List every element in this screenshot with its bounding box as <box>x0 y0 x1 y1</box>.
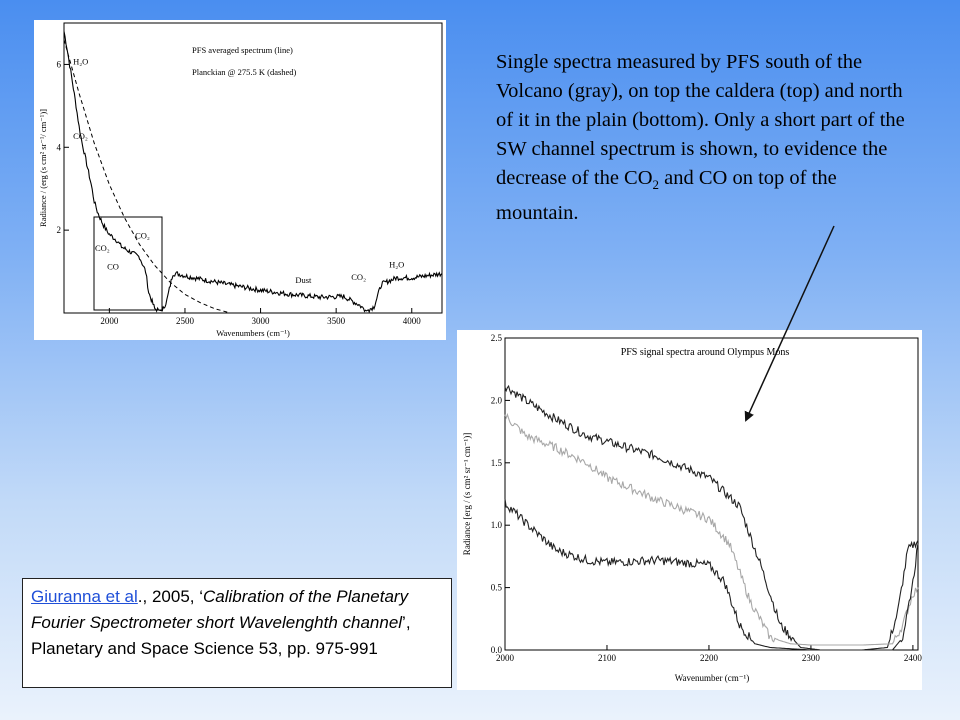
arrow-line <box>744 225 835 422</box>
x-tick-label: 2000 <box>100 316 119 326</box>
x-tick-label: 4000 <box>403 316 422 326</box>
y-tick-label: 4 <box>57 142 62 152</box>
y-tick-label: 0.5 <box>491 583 503 593</box>
chart-full-spectrum: 2000 2500 3000 3500 4000 2 4 6 H₂O CO₂ CO₂ CO₂ CO Du… <box>34 20 446 340</box>
x-tick-label: 2400 <box>904 653 922 663</box>
y-tick-label: 1.5 <box>491 458 503 468</box>
citation-title: Calibration of the Planetary Fourier Spe… <box>31 587 409 632</box>
chart-title: PFS signal spectra around Olympus Mons <box>621 347 790 358</box>
description-part2: and CO on top of the mountain. <box>496 167 837 225</box>
x-axis-label: Wavenumbers (cm⁻¹) <box>216 328 290 338</box>
chart-olympus-mons: 2000 2100 2200 2300 2400 0.0 0.5 1.0 1.5 2.0 2.5 P… <box>457 330 922 690</box>
x-tick-label: 3000 <box>252 316 271 326</box>
x-tick-label: 2100 <box>598 653 617 663</box>
y-tick-label: 1.0 <box>491 520 503 530</box>
description-subscript: 2 <box>652 177 660 193</box>
citation-year: ., 2005, ‘ <box>137 587 204 606</box>
description-text: Single spectra measured by PFS south of … <box>496 48 916 228</box>
band-annotation: Dust <box>295 275 312 285</box>
description-part1: Single spectra measured by PFS south of … <box>496 51 905 189</box>
band-annotation: CO₂ <box>95 243 110 253</box>
x-tick-label: 2500 <box>176 316 195 326</box>
legend-line: PFS averaged spectrum (line) <box>192 45 293 55</box>
band-annotation: CO <box>107 262 119 272</box>
citation-box: Giuranna et al., 2005, ‘Calibration of t… <box>22 578 452 688</box>
x-tick-label: 2000 <box>496 653 515 663</box>
x-axis-label: Wavenumber (cm⁻¹) <box>675 673 749 683</box>
citation-source: ’, Planetary and Space Science 53, pp. 9… <box>31 613 411 658</box>
band-annotation: H₂O <box>73 56 88 66</box>
x-tick-label: 2200 <box>700 653 719 663</box>
band-annotation: CO₂ <box>73 131 88 141</box>
planckian-dashed-line <box>63 39 231 314</box>
band-annotation: CO₂ <box>351 272 366 282</box>
x-tick-label: 3500 <box>327 316 346 326</box>
legend-dashed: Planckian @ 275.5 K (dashed) <box>192 67 297 77</box>
plot-frame <box>504 337 919 651</box>
band-annotation: H₂O <box>389 259 404 269</box>
y-axis-label: Radiance / (erg (s cm² sr⁻¹/ cm⁻¹)] <box>38 109 48 227</box>
citation-link[interactable]: Giuranna et al <box>31 587 138 606</box>
y-tick-label: 2.5 <box>491 333 503 343</box>
plain-spectrum-line <box>504 498 919 651</box>
plot-frame <box>63 22 443 314</box>
y-tick-label: 2.0 <box>491 395 503 405</box>
averaged-spectrum-line <box>63 31 443 314</box>
zoom-box <box>93 216 163 311</box>
y-axis-label: Radiance [erg / (s cm² sr⁻¹ cm⁻¹)] <box>462 433 472 555</box>
y-tick-label: 6 <box>57 59 62 69</box>
x-tick-label: 2300 <box>802 653 821 663</box>
south-volcano-spectrum-line <box>504 412 919 646</box>
y-tick-label: 0.0 <box>491 645 503 655</box>
band-annotation: CO₂ <box>135 230 150 240</box>
y-tick-label: 2 <box>57 225 62 235</box>
